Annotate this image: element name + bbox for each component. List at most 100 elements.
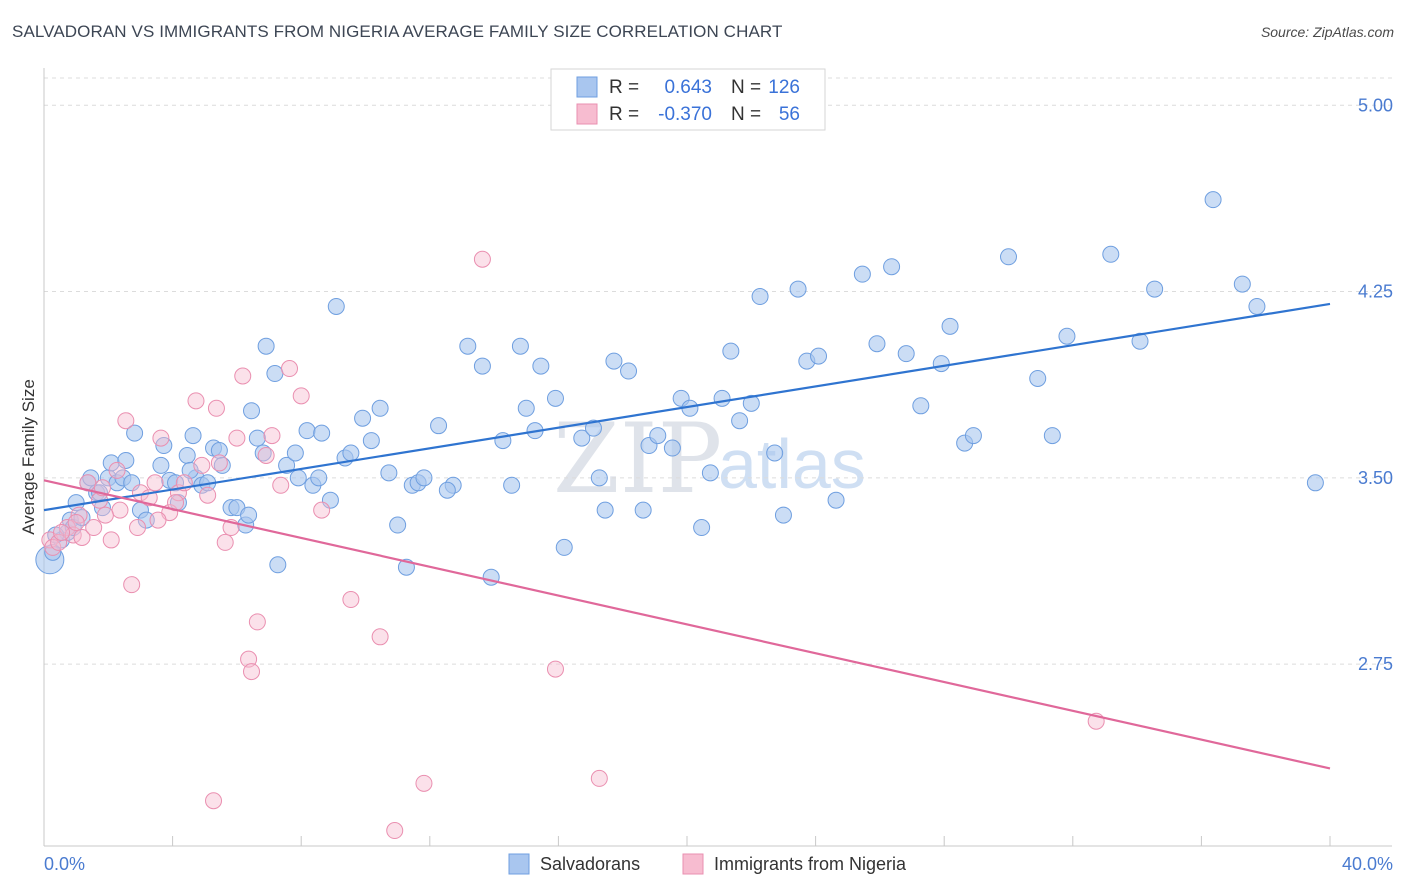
legend-n-label-2: N =: [731, 104, 761, 125]
nigeria-point: [281, 360, 299, 378]
nigeria-point: [73, 528, 91, 546]
nigeria-point: [53, 523, 71, 541]
salvadoran-point: [649, 427, 667, 445]
salvadoran-point: [438, 481, 456, 499]
salvadoran-point: [868, 335, 886, 353]
salvadoran-point: [1043, 427, 1061, 445]
salvadoran-point: [459, 337, 477, 355]
salvadoran-point: [243, 402, 261, 420]
salvadoran-point: [178, 446, 196, 464]
salvadoran-point: [1131, 332, 1149, 350]
salvadoran-point: [897, 345, 915, 363]
nigeria-point: [149, 511, 167, 529]
bottom-legend-swatch-salvadorans: [508, 853, 530, 875]
legend-r-value-1: 0.643: [664, 77, 712, 98]
legend-swatch-salvadorans: [576, 76, 598, 98]
salvadoran-point: [774, 506, 792, 524]
salvadoran-point: [620, 362, 638, 380]
nigeria-point: [546, 660, 564, 678]
salvadoran-point: [389, 516, 407, 534]
salvadoran-point: [853, 265, 871, 283]
salvadoran-point: [362, 432, 380, 450]
nigeria-point: [342, 591, 360, 609]
salvadoran-trend-line: [43, 302, 1331, 512]
salvadoran-point: [590, 469, 608, 487]
salvadoran-point: [503, 476, 521, 494]
data-points: [35, 191, 1324, 840]
salvadoran-point: [810, 347, 828, 365]
chart-title: SALVADORAN VS IMMIGRANTS FROM NIGERIA AV…: [12, 22, 783, 41]
salvadoran-point: [430, 417, 448, 435]
salvadoran-point: [137, 511, 155, 529]
nigeria-point: [272, 476, 290, 494]
x-tick-label: 40.0%: [1342, 854, 1393, 874]
nigeria-point: [146, 474, 164, 492]
nigeria-point: [123, 576, 141, 594]
nigeria-point: [243, 663, 261, 681]
salvadoran-point: [634, 501, 652, 519]
salvadoran-point: [555, 538, 573, 556]
nigeria-point: [590, 769, 608, 787]
legend-r-label-2: R =: [609, 104, 639, 125]
chart-source: Source: ZipAtlas.com: [1260, 24, 1394, 40]
legend-n-value-1: 126: [768, 77, 800, 98]
nigeria-point: [257, 446, 275, 464]
salvadoran-point: [240, 506, 258, 524]
y-tick-label: 3.50: [1358, 468, 1393, 488]
nigeria-point: [207, 399, 225, 417]
salvadoran-point: [298, 422, 316, 440]
salvadoran-point: [731, 412, 749, 430]
salvadoran-point: [827, 491, 845, 509]
nigeria-point: [102, 531, 120, 549]
nigeria-point: [371, 628, 389, 646]
salvadoran-point: [573, 429, 591, 447]
salvadoran-point: [941, 317, 959, 335]
nigeria-point: [386, 822, 404, 840]
nigeria-point: [415, 774, 433, 792]
nigeria-point: [205, 792, 223, 810]
nigeria-point: [117, 412, 135, 430]
nigeria-point: [263, 427, 281, 445]
salvadoran-point: [82, 469, 100, 487]
legend-r-label-1: R =: [609, 77, 639, 98]
nigeria-point: [108, 461, 126, 479]
salvadoran-point: [932, 355, 950, 373]
bottom-legend-nigeria: Immigrants from Nigeria: [714, 854, 907, 874]
salvadoran-point: [517, 399, 535, 417]
nigeria-point: [67, 514, 85, 532]
salvadoran-point: [964, 427, 982, 445]
salvadoran-point: [415, 469, 433, 487]
nigeria-point: [228, 429, 246, 447]
salvadoran-point: [605, 352, 623, 370]
legend-n-label-1: N =: [731, 77, 761, 98]
salvadoran-point: [184, 427, 202, 445]
nigeria-point: [85, 519, 103, 537]
legend-r-value-2: -0.370: [658, 104, 712, 125]
salvadoran-point: [546, 389, 564, 407]
salvadoran-point: [663, 439, 681, 457]
legend-swatch-nigeria: [576, 103, 598, 125]
salvadoran-point: [722, 342, 740, 360]
salvadoran-point: [596, 501, 614, 519]
salvadoran-point: [789, 280, 807, 298]
nigeria-point: [248, 613, 266, 631]
salvadoran-point: [1029, 369, 1047, 387]
salvadoran-point: [354, 409, 372, 427]
salvadoran-point: [1000, 248, 1017, 266]
salvadoran-point: [742, 394, 760, 412]
salvadoran-point: [1102, 245, 1120, 263]
nigeria-point: [187, 392, 205, 410]
salvadoran-point: [266, 365, 284, 383]
salvadoran-point: [371, 399, 389, 417]
salvadoran-point: [327, 297, 345, 315]
x-tick-label: 0.0%: [44, 854, 85, 874]
nigeria-trend-line: [43, 479, 1331, 770]
salvadoran-point: [269, 556, 287, 574]
bottom-legend: Salvadorans Immigrants from Nigeria: [508, 853, 907, 875]
salvadoran-point: [713, 389, 731, 407]
bottom-legend-salvadorans: Salvadorans: [540, 854, 640, 874]
y-tick-label: 2.75: [1358, 654, 1393, 674]
salvadoran-point: [278, 456, 296, 474]
nigeria-point: [473, 250, 491, 268]
salvadoran-point: [257, 337, 275, 355]
